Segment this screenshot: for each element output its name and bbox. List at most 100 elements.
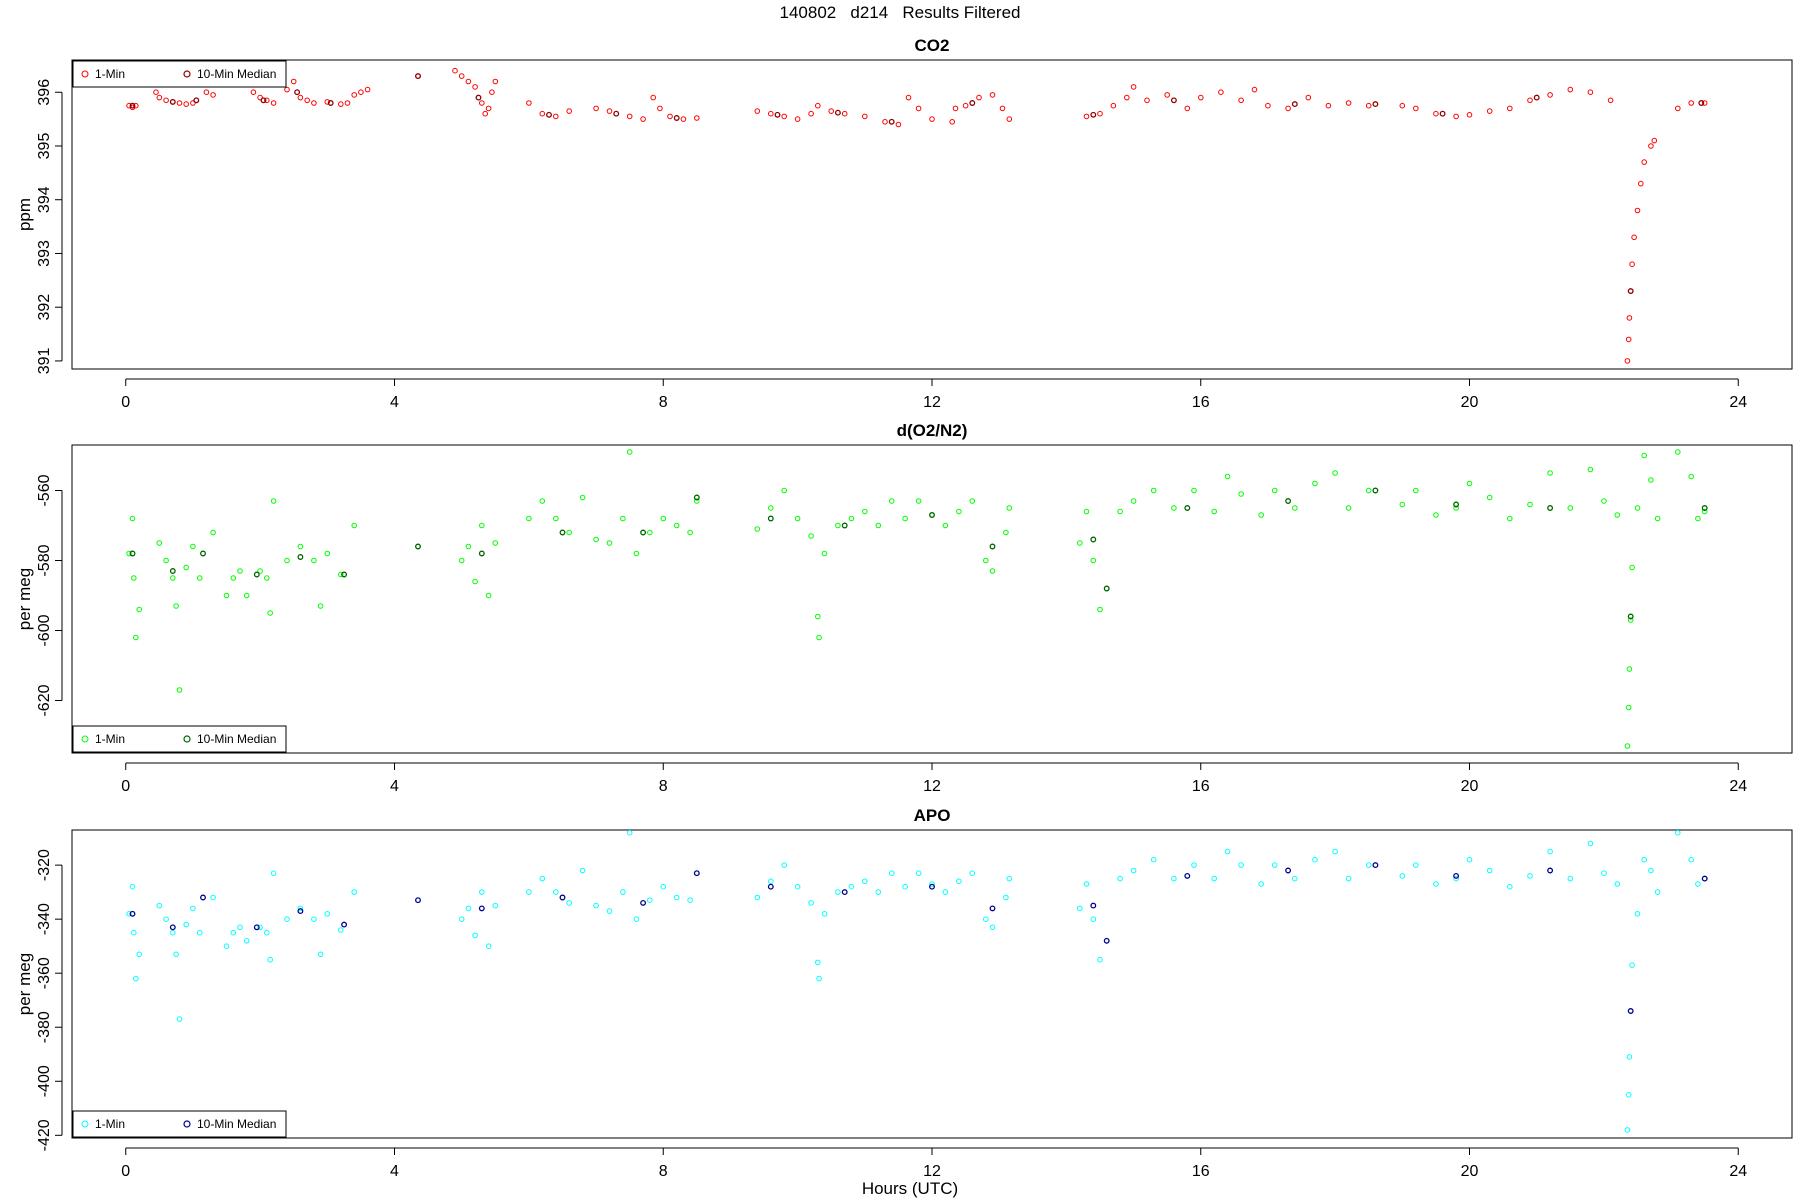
data-point-1min: [1631, 234, 1637, 241]
data-point-1min: [1184, 105, 1191, 112]
y-tick-label: -420: [36, 1119, 53, 1151]
x-tick-label: 20: [1461, 394, 1479, 411]
data-point-1min: [1211, 508, 1217, 515]
x-tick-label: 12: [923, 394, 941, 411]
data-point-1min: [324, 911, 331, 917]
data-point-median: [767, 515, 774, 522]
data-point-median: [193, 97, 200, 104]
data-point-1min: [566, 529, 573, 536]
data-point-1min: [290, 78, 297, 85]
y-tick-label: 392: [36, 294, 53, 321]
data-point-1min: [1097, 956, 1103, 963]
data-point-1min: [351, 522, 358, 529]
data-point-1min: [317, 951, 324, 958]
data-point-median: [297, 908, 304, 915]
data-point-1min: [1144, 97, 1150, 104]
data-point-1min: [1634, 505, 1641, 511]
data-point-1min: [1675, 105, 1681, 112]
data-point-1min: [1651, 137, 1658, 144]
data-point-1min: [136, 606, 142, 613]
data-point-1min: [1527, 873, 1533, 879]
data-point-1min: [1634, 911, 1641, 917]
data-point-1min: [284, 557, 290, 564]
data-point-1min: [1453, 875, 1459, 882]
data-point-1min: [1675, 449, 1681, 455]
x-tick-label: 4: [390, 1163, 399, 1180]
x-tick-label: 24: [1729, 778, 1747, 795]
data-point-1min: [673, 894, 680, 901]
data-point-1min: [1077, 905, 1083, 912]
data-point-1min: [768, 110, 774, 117]
data-point-1min: [1413, 105, 1419, 112]
data-point-1min: [1624, 358, 1631, 364]
data-point-1min: [270, 870, 277, 877]
data-point-1min: [1466, 856, 1473, 863]
data-point-1min: [458, 557, 465, 564]
data-point-1min: [1601, 870, 1607, 877]
data-point-1min: [1211, 875, 1217, 882]
data-point-1min: [1171, 505, 1177, 511]
data-point-median: [1627, 288, 1634, 295]
legend-label-1min: 1-Min: [95, 1117, 125, 1131]
data-point-1min: [190, 543, 196, 550]
data-point-1min: [862, 878, 868, 885]
data-point-1min: [133, 102, 139, 109]
data-point-1min: [1701, 100, 1708, 106]
series-median-points: [129, 862, 1708, 1014]
x-tick-label: 0: [121, 394, 130, 411]
data-point-1min: [989, 92, 996, 98]
data-point-1min: [257, 924, 263, 931]
data-point-median: [1372, 101, 1379, 108]
data-point-1min: [297, 94, 304, 101]
y-tick-label: 396: [36, 79, 53, 106]
data-point-median: [693, 870, 700, 877]
data-point-1min: [1117, 875, 1123, 882]
data-point-1min: [895, 121, 902, 128]
data-point-1min: [794, 116, 801, 122]
data-point-median: [415, 897, 421, 904]
data-point-1min: [452, 67, 458, 74]
data-point-1min: [626, 113, 633, 120]
data-point-1min: [1624, 1127, 1631, 1133]
data-point-median: [1439, 110, 1446, 117]
data-point-1min: [1198, 94, 1204, 101]
data-point-median: [475, 94, 482, 101]
data-point-1min: [657, 105, 663, 112]
data-point-1min: [1507, 105, 1513, 112]
data-point-1min: [593, 105, 599, 112]
data-point-median: [1090, 536, 1097, 543]
data-point-1min: [1325, 102, 1332, 109]
data-point-median: [1627, 613, 1634, 620]
data-point-1min: [848, 883, 855, 890]
chart-title: d(O2/N2): [897, 421, 968, 440]
series-median-points: [129, 73, 1705, 295]
data-point-1min: [351, 889, 358, 895]
data-point-1min: [129, 883, 136, 890]
data-point-1min: [1365, 862, 1372, 868]
data-point-1min: [183, 921, 189, 928]
data-point-1min: [1345, 505, 1352, 511]
data-point-1min: [270, 100, 277, 106]
data-point-1min: [267, 956, 274, 963]
data-point-median: [169, 568, 176, 574]
data-point-1min: [1006, 116, 1013, 122]
data-point-1min: [862, 113, 868, 120]
data-point-1min: [526, 889, 532, 895]
data-point-1min: [821, 911, 828, 917]
x-tick-label: 8: [659, 778, 668, 795]
data-point-1min: [183, 564, 189, 571]
data-point-1min: [553, 515, 559, 522]
data-point-1min: [472, 578, 478, 585]
chart-panel-2: d(O2/N2) 0 4 8 12 16 20 24 -620 -600 -580 -560 per m…: [15, 421, 1793, 795]
data-point-1min: [660, 883, 667, 890]
data-point-1min: [1399, 501, 1406, 508]
data-point-1min: [566, 900, 573, 906]
data-point-median: [546, 111, 552, 118]
data-point-1min: [479, 889, 485, 895]
data-point-median: [1103, 585, 1110, 592]
data-point-median: [129, 102, 136, 109]
data-point-median: [1547, 867, 1554, 874]
data-point-1min: [1365, 487, 1372, 494]
data-point-1min: [482, 110, 489, 117]
data-point-median: [1547, 505, 1554, 511]
